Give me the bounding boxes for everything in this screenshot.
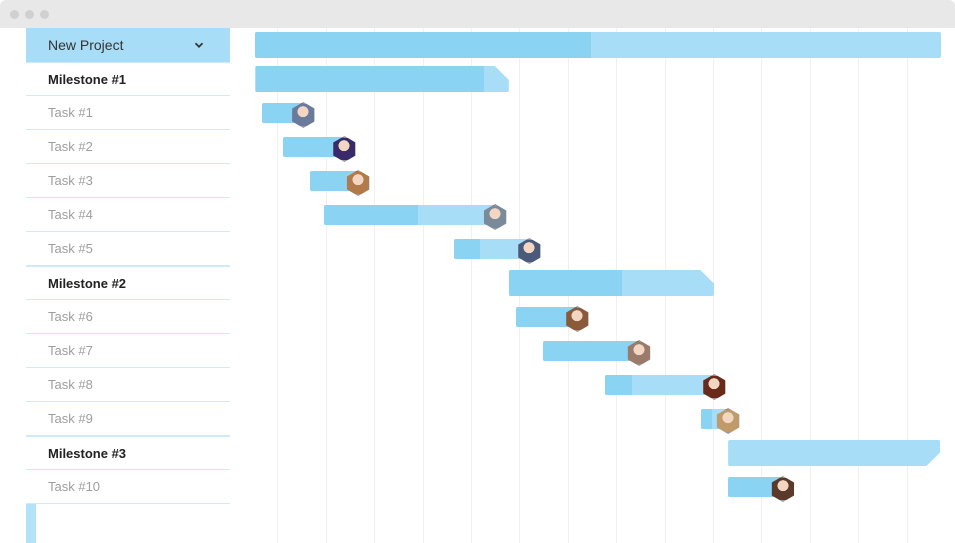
project-title: New Project bbox=[48, 37, 123, 53]
gantt-row bbox=[230, 470, 955, 504]
avatar-image bbox=[717, 410, 739, 432]
gantt-row bbox=[230, 334, 955, 368]
avatar-image bbox=[347, 172, 369, 194]
avatar-image bbox=[772, 478, 794, 500]
minimize-dot[interactable] bbox=[25, 10, 34, 19]
gantt-bars bbox=[230, 28, 955, 543]
progress-fill bbox=[605, 375, 632, 395]
task-row[interactable]: Task #6 bbox=[26, 300, 230, 334]
window-titlebar bbox=[0, 0, 955, 28]
milestone-label: Milestone #1 bbox=[48, 72, 126, 87]
milestone-label: Milestone #3 bbox=[48, 446, 126, 461]
task-row[interactable]: Task #1 bbox=[26, 96, 230, 130]
progress-fill bbox=[509, 270, 622, 296]
task-row[interactable]: Task #3 bbox=[26, 164, 230, 198]
gantt-row bbox=[230, 436, 955, 470]
task-row[interactable]: Task #5 bbox=[26, 232, 230, 266]
project-header[interactable]: New Project bbox=[26, 28, 230, 62]
gantt-row bbox=[230, 232, 955, 266]
summary-bar[interactable] bbox=[255, 32, 940, 58]
milestone-bar[interactable] bbox=[728, 440, 940, 466]
task-bar[interactable] bbox=[454, 239, 529, 259]
progress-fill bbox=[543, 341, 639, 361]
milestone-bar[interactable] bbox=[255, 66, 508, 92]
task-row[interactable]: Task #8 bbox=[26, 368, 230, 402]
milestone-bar[interactable] bbox=[509, 270, 715, 296]
task-bar[interactable] bbox=[324, 205, 495, 225]
gantt-row bbox=[230, 28, 955, 62]
progress-fill bbox=[324, 205, 418, 225]
task-row[interactable]: Task #4 bbox=[26, 198, 230, 232]
task-row[interactable]: Task #9 bbox=[26, 402, 230, 436]
app-root: New Project Milestone #1 Task #1 Task #2 Ta… bbox=[0, 28, 955, 543]
gantt-row bbox=[230, 130, 955, 164]
chevron-down-icon[interactable] bbox=[192, 38, 206, 52]
gantt-row bbox=[230, 62, 955, 96]
avatar-image bbox=[703, 376, 725, 398]
sidebar: New Project Milestone #1 Task #1 Task #2 Ta… bbox=[0, 28, 230, 543]
task-label: Task #5 bbox=[48, 241, 93, 256]
progress-fill bbox=[255, 66, 483, 92]
gantt-row bbox=[230, 198, 955, 232]
gantt-row bbox=[230, 96, 955, 130]
task-row[interactable]: Task #7 bbox=[26, 334, 230, 368]
task-label: Task #7 bbox=[48, 343, 93, 358]
progress-fill bbox=[454, 239, 480, 259]
gantt-row bbox=[230, 368, 955, 402]
task-label: Task #9 bbox=[48, 411, 93, 426]
close-dot[interactable] bbox=[10, 10, 19, 19]
avatar-image bbox=[484, 206, 506, 228]
task-row[interactable]: Task #2 bbox=[26, 130, 230, 164]
avatar-image bbox=[292, 104, 314, 126]
gantt-row bbox=[230, 300, 955, 334]
task-label: Task #10 bbox=[48, 479, 100, 494]
gantt-chart bbox=[230, 28, 955, 543]
gantt-row bbox=[230, 266, 955, 300]
avatar-image bbox=[518, 240, 540, 262]
task-label: Task #3 bbox=[48, 173, 93, 188]
task-label: Task #1 bbox=[48, 105, 93, 120]
task-label: Task #2 bbox=[48, 139, 93, 154]
traffic-lights bbox=[10, 10, 49, 19]
task-label: Task #4 bbox=[48, 207, 93, 222]
milestone-row[interactable]: Milestone #2 bbox=[26, 266, 230, 300]
task-label: Task #6 bbox=[48, 309, 93, 324]
avatar-image bbox=[333, 138, 355, 160]
task-row[interactable]: Task #10 bbox=[26, 470, 230, 504]
avatar-image bbox=[566, 308, 588, 330]
progress-fill bbox=[701, 409, 712, 429]
task-bar[interactable] bbox=[543, 341, 639, 361]
milestone-row[interactable]: Milestone #1 bbox=[26, 62, 230, 96]
zoom-dot[interactable] bbox=[40, 10, 49, 19]
avatar-image bbox=[628, 342, 650, 364]
milestone-label: Milestone #2 bbox=[48, 276, 126, 291]
gantt-row bbox=[230, 402, 955, 436]
progress-fill bbox=[255, 32, 591, 58]
gantt-row bbox=[230, 164, 955, 198]
task-bar[interactable] bbox=[605, 375, 715, 395]
task-label: Task #8 bbox=[48, 377, 93, 392]
milestone-row[interactable]: Milestone #3 bbox=[26, 436, 230, 470]
